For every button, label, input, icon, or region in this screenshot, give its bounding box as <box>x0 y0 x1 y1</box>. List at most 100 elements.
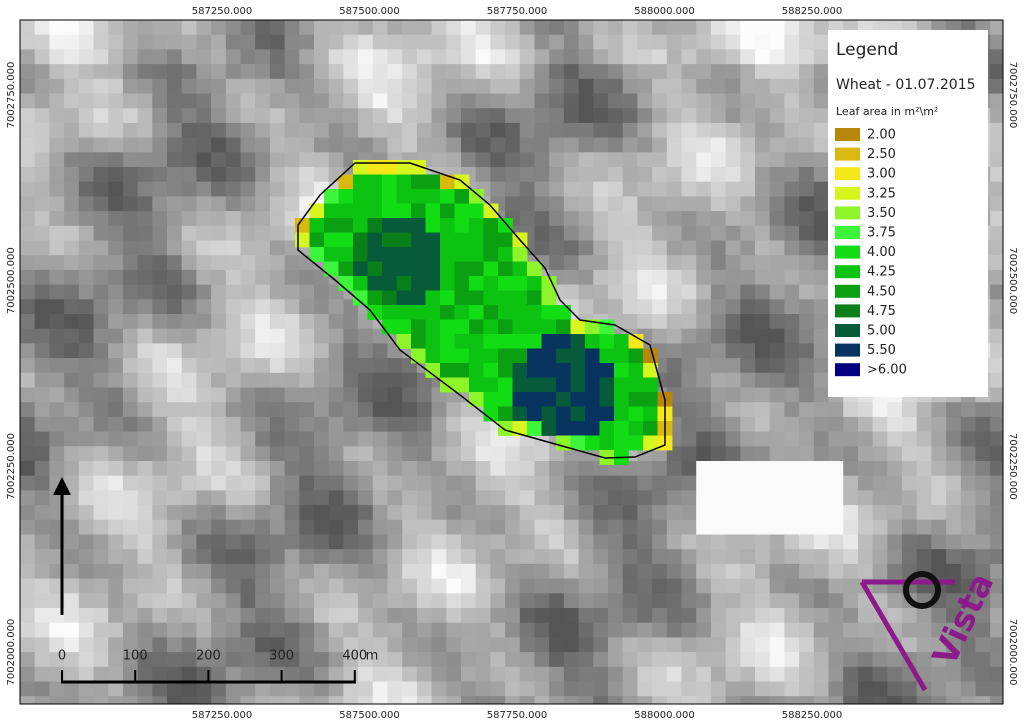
raster-cell <box>167 358 183 374</box>
raster-cell <box>652 122 668 139</box>
raster-cell <box>343 431 359 447</box>
raster-cell <box>240 534 256 550</box>
field-cell <box>483 319 499 335</box>
raster-cell <box>563 608 580 624</box>
raster-cell <box>578 181 594 197</box>
raster-cell <box>519 475 535 491</box>
field-cell <box>585 334 600 349</box>
raster-cell <box>343 122 359 139</box>
raster-cell <box>784 475 800 491</box>
raster-cell <box>49 416 65 433</box>
raster-cell <box>167 402 183 418</box>
raster-cell <box>681 20 697 36</box>
raster-cell <box>402 49 418 65</box>
raster-cell <box>461 93 477 109</box>
raster-cell <box>299 666 315 682</box>
raster-cell <box>490 475 506 491</box>
raster-cell <box>681 696 697 704</box>
raster-cell <box>93 269 109 286</box>
raster-cell <box>784 343 800 359</box>
field-cell <box>396 218 412 233</box>
raster-cell <box>387 108 403 124</box>
legend-label: 4.75 <box>867 304 896 319</box>
raster-cell <box>314 402 330 418</box>
raster-cell <box>681 549 697 565</box>
raster-cell <box>255 622 271 638</box>
field-cell <box>469 319 484 335</box>
raster-cell <box>358 402 374 418</box>
raster-cell <box>64 108 80 124</box>
raster-cell <box>137 284 153 300</box>
raster-cell <box>725 181 741 197</box>
field-cell <box>324 232 339 248</box>
raster-cell <box>755 622 771 638</box>
raster-cell <box>269 269 286 286</box>
field-cell <box>585 392 600 407</box>
raster-cell <box>755 225 771 241</box>
field-cell <box>411 290 426 306</box>
raster-cell <box>725 372 741 388</box>
field-cell <box>512 290 528 306</box>
raster-cell <box>402 108 418 124</box>
raster-cell <box>549 167 565 183</box>
raster-cell <box>299 696 315 704</box>
raster-cell <box>710 167 727 183</box>
raster-cell <box>181 196 197 212</box>
raster-cell <box>211 122 227 139</box>
field-cell <box>382 305 397 320</box>
raster-cell <box>666 637 682 653</box>
raster-cell <box>314 20 330 36</box>
raster-cell <box>196 122 212 139</box>
raster-cell <box>475 608 491 624</box>
raster-cell <box>225 534 241 550</box>
raster-cell <box>431 534 447 550</box>
raster-cell <box>314 64 330 80</box>
raster-cell <box>519 681 535 697</box>
field-cell <box>367 218 383 233</box>
raster-cell <box>225 549 241 565</box>
raster-cell <box>284 299 300 315</box>
raster-cell <box>108 505 124 521</box>
raster-cell <box>343 64 359 80</box>
raster-cell <box>666 475 682 491</box>
raster-cell <box>93 343 109 359</box>
raster-cell <box>857 431 874 447</box>
raster-cell <box>431 519 447 535</box>
raster-cell <box>167 49 183 65</box>
raster-cell <box>666 534 682 550</box>
raster-cell <box>461 608 477 624</box>
raster-cell <box>769 372 785 388</box>
raster-cell <box>681 475 697 491</box>
raster-cell <box>93 402 109 418</box>
raster-cell <box>108 446 124 462</box>
raster-cell <box>122 167 139 183</box>
raster-cell <box>34 211 50 227</box>
raster-cell <box>416 549 433 565</box>
raster-cell <box>490 490 506 506</box>
raster-cell <box>167 64 183 80</box>
raster-cell <box>505 549 521 565</box>
raster-cell <box>240 152 256 168</box>
x-coord-bottom: 587250.000 <box>192 710 252 721</box>
raster-cell <box>299 284 315 300</box>
raster-cell <box>843 505 859 521</box>
legend-swatch <box>835 245 860 259</box>
raster-cell <box>593 137 609 153</box>
raster-cell <box>122 402 139 418</box>
raster-cell <box>519 578 535 594</box>
raster-cell <box>372 622 388 638</box>
raster-cell <box>137 152 153 168</box>
field-cell <box>469 232 484 248</box>
raster-cell <box>475 593 491 609</box>
raster-cell <box>225 416 241 433</box>
field-cell <box>643 421 658 436</box>
raster-cell <box>740 461 756 477</box>
raster-cell <box>681 78 697 94</box>
raster-cell <box>475 505 491 521</box>
raster-cell <box>64 78 80 94</box>
raster-cell <box>255 93 271 109</box>
raster-cell <box>181 211 197 227</box>
raster-cell <box>181 181 197 197</box>
raster-cell <box>196 490 212 506</box>
raster-cell <box>725 93 741 109</box>
